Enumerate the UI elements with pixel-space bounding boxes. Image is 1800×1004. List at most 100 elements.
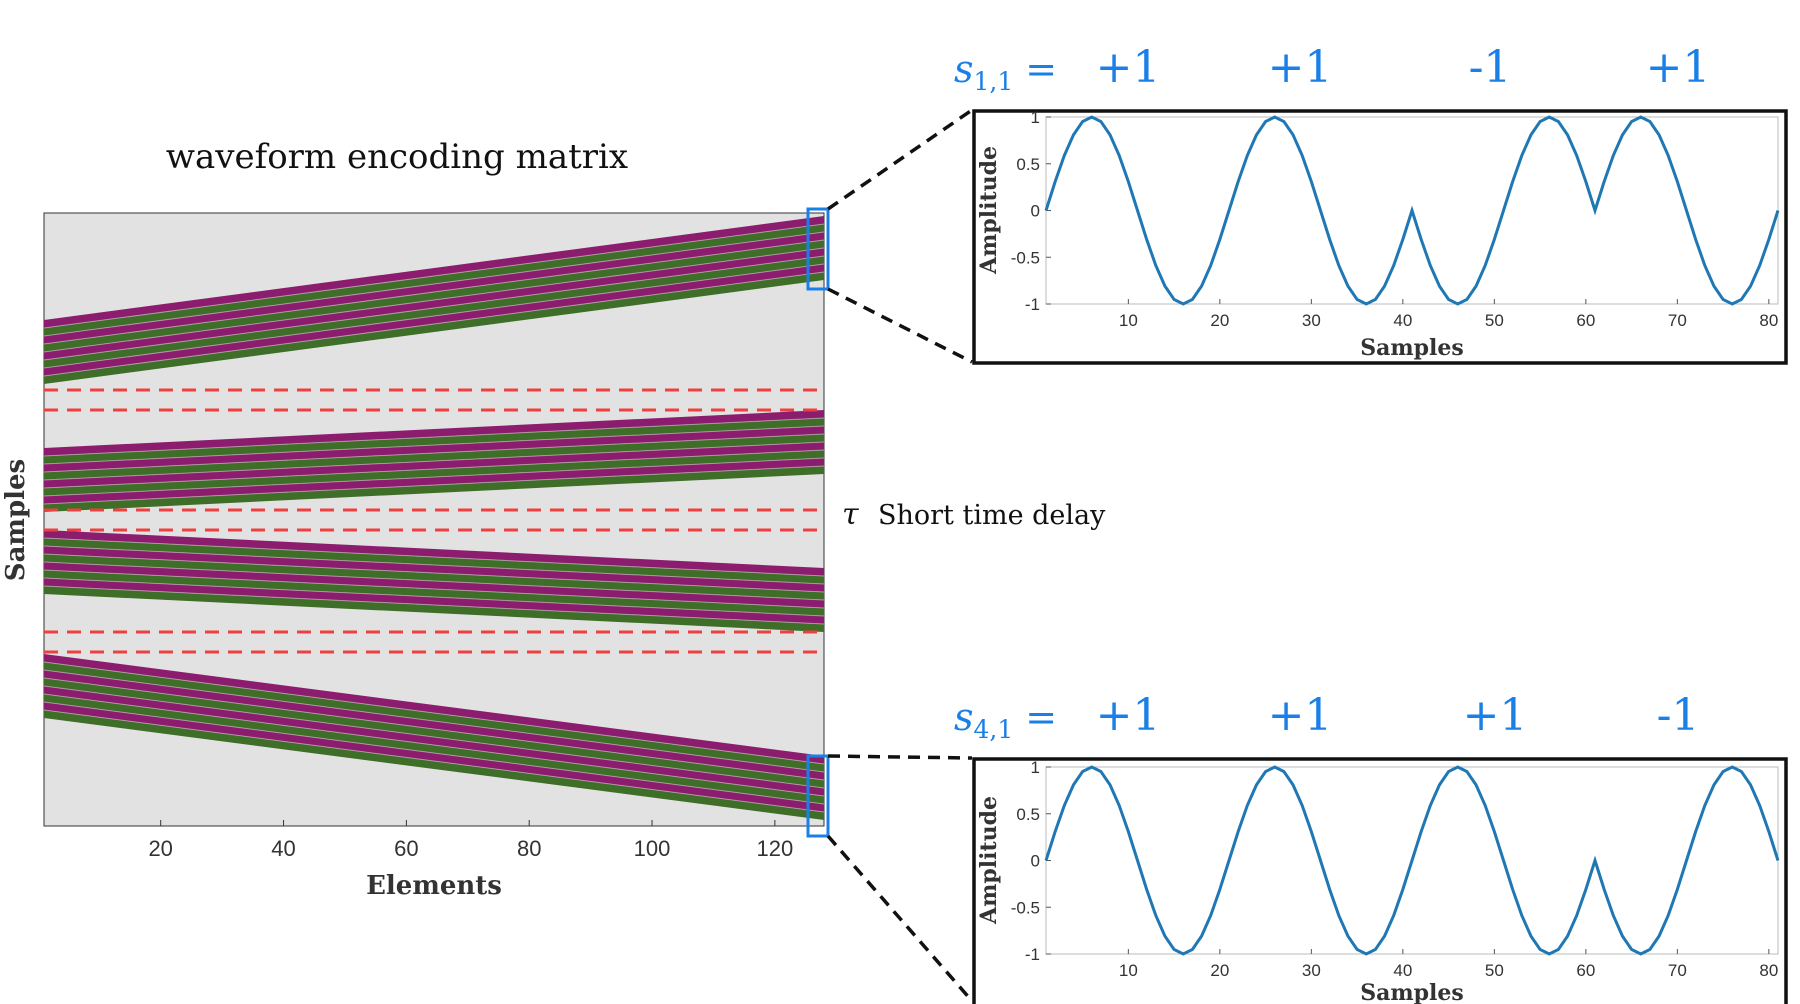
band-stripe xyxy=(44,216,824,328)
matrix-x-tick-label: 100 xyxy=(634,836,671,861)
y-tick-label: 1 xyxy=(1031,108,1040,127)
band-stripe xyxy=(44,586,824,632)
waveform-xlabel: Samples xyxy=(1360,335,1464,361)
highlight-box-bottom xyxy=(806,754,830,838)
band-separator xyxy=(44,231,824,337)
band-stripe xyxy=(44,434,824,480)
matrix-xlabel: Elements xyxy=(366,871,502,901)
band-separator xyxy=(44,693,824,797)
band-stripe xyxy=(44,418,824,464)
y-tick-label: -0.5 xyxy=(1011,248,1040,267)
band-stripe xyxy=(44,654,824,764)
x-tick-label: 50 xyxy=(1485,311,1504,330)
waveform-panel-top: 10 20 30 40 50 60 70 80 1 0.5 0 -0.5 -1 Samples Ampl… xyxy=(972,108,1788,365)
y-tick-label: 0 xyxy=(1031,202,1040,221)
band-stripe xyxy=(44,450,824,496)
band-separator xyxy=(44,263,824,369)
band-stripe xyxy=(44,458,824,504)
code-equals: = xyxy=(1025,47,1057,91)
waveform-frame xyxy=(972,757,1788,1004)
x-tick-label: 70 xyxy=(1668,961,1687,980)
zoom-connectors xyxy=(826,108,974,1003)
band-separator xyxy=(44,661,824,765)
y-tick-label: -1 xyxy=(1025,945,1040,964)
code-subscript: 1,1 xyxy=(974,67,1014,96)
band-separator xyxy=(44,247,824,353)
y-tick-label: 0.5 xyxy=(1016,805,1040,824)
waveform-ylabel: Amplitude xyxy=(976,796,1002,925)
band-separator xyxy=(44,441,824,481)
band-stripe xyxy=(44,538,824,584)
band-stripe xyxy=(44,578,824,624)
band-separator xyxy=(44,709,824,813)
code-value: +1 xyxy=(1463,690,1528,741)
band-stripe xyxy=(44,554,824,600)
band-stripe xyxy=(44,240,824,352)
band-separator xyxy=(44,561,824,601)
svg-text:s1,1=: s1,1 = xyxy=(954,47,1057,96)
band-stripe xyxy=(44,662,824,772)
band-separator xyxy=(44,255,824,361)
code-label-bottom: s4,1 = +1 +1 +1 -1 xyxy=(954,690,1699,744)
y-tick-label: -1 xyxy=(1025,295,1040,314)
band-separator xyxy=(44,685,824,789)
code-value: -1 xyxy=(1469,42,1512,93)
band-stripe xyxy=(44,570,824,616)
waveform-frame xyxy=(972,109,1788,365)
band-stripe xyxy=(44,232,824,344)
x-tick-label: 50 xyxy=(1485,961,1504,980)
code-equals: = xyxy=(1025,695,1057,739)
code-value: +1 xyxy=(1096,690,1161,741)
matrix-panel: 20 40 60 80 100 120 xyxy=(43,207,830,861)
band-stripe xyxy=(44,248,824,360)
band-stripe xyxy=(44,264,824,376)
delay-label: Short time delay xyxy=(878,500,1106,531)
waveform-ticks: 10 20 30 40 50 60 70 80 1 0.5 0 -0.5 -1 xyxy=(1011,758,1779,980)
matrix-x-tick-label: 60 xyxy=(394,836,418,861)
band-stripe xyxy=(44,410,824,456)
band-stripe xyxy=(44,426,824,472)
band-separator xyxy=(44,465,824,505)
band-stripe xyxy=(44,546,824,592)
band-stripe xyxy=(44,562,824,608)
band-separator xyxy=(44,449,824,489)
code-value: -1 xyxy=(1657,690,1700,741)
band-stripe xyxy=(44,272,824,384)
band-separator xyxy=(44,239,824,345)
matrix-x-tick-label: 40 xyxy=(271,836,295,861)
band-stripe xyxy=(44,710,824,820)
band-separator xyxy=(44,553,824,593)
x-tick-label: 40 xyxy=(1393,311,1412,330)
y-tick-label: 0 xyxy=(1031,852,1040,871)
x-tick-label: 40 xyxy=(1393,961,1412,980)
y-tick-label: -0.5 xyxy=(1011,898,1040,917)
code-subscript: 4,1 xyxy=(974,715,1014,744)
band-separator xyxy=(44,537,824,577)
band-separator xyxy=(44,669,824,773)
x-tick-label: 80 xyxy=(1759,311,1778,330)
waveform-ylabel: Amplitude xyxy=(976,146,1002,275)
band-stripe xyxy=(44,694,824,804)
band-stripe xyxy=(44,256,824,368)
code-value: +1 xyxy=(1646,42,1711,93)
matrix-x-tick-label: 120 xyxy=(757,836,794,861)
matrix-ylabel: Samples xyxy=(1,459,31,581)
band-separator xyxy=(44,271,824,377)
y-tick-label: 0.5 xyxy=(1016,155,1040,174)
x-tick-label: 20 xyxy=(1210,961,1229,980)
band-separator xyxy=(44,425,824,465)
band-separator xyxy=(44,577,824,617)
band-separator xyxy=(44,701,824,805)
code-value: +1 xyxy=(1268,42,1333,93)
waveform-ticks: 10 20 30 40 50 60 70 80 1 0.5 0 -0.5 -1 xyxy=(1011,108,1779,330)
matrix-bands xyxy=(44,216,824,820)
matrix-title: waveform encoding matrix xyxy=(166,137,628,177)
band-separator xyxy=(44,545,824,585)
x-tick-label: 70 xyxy=(1668,311,1687,330)
band-stripe xyxy=(44,702,824,812)
matrix-x-tick-label: 20 xyxy=(148,836,172,861)
x-tick-label: 60 xyxy=(1576,311,1595,330)
band-separator xyxy=(44,585,824,625)
x-tick-label: 30 xyxy=(1302,311,1321,330)
